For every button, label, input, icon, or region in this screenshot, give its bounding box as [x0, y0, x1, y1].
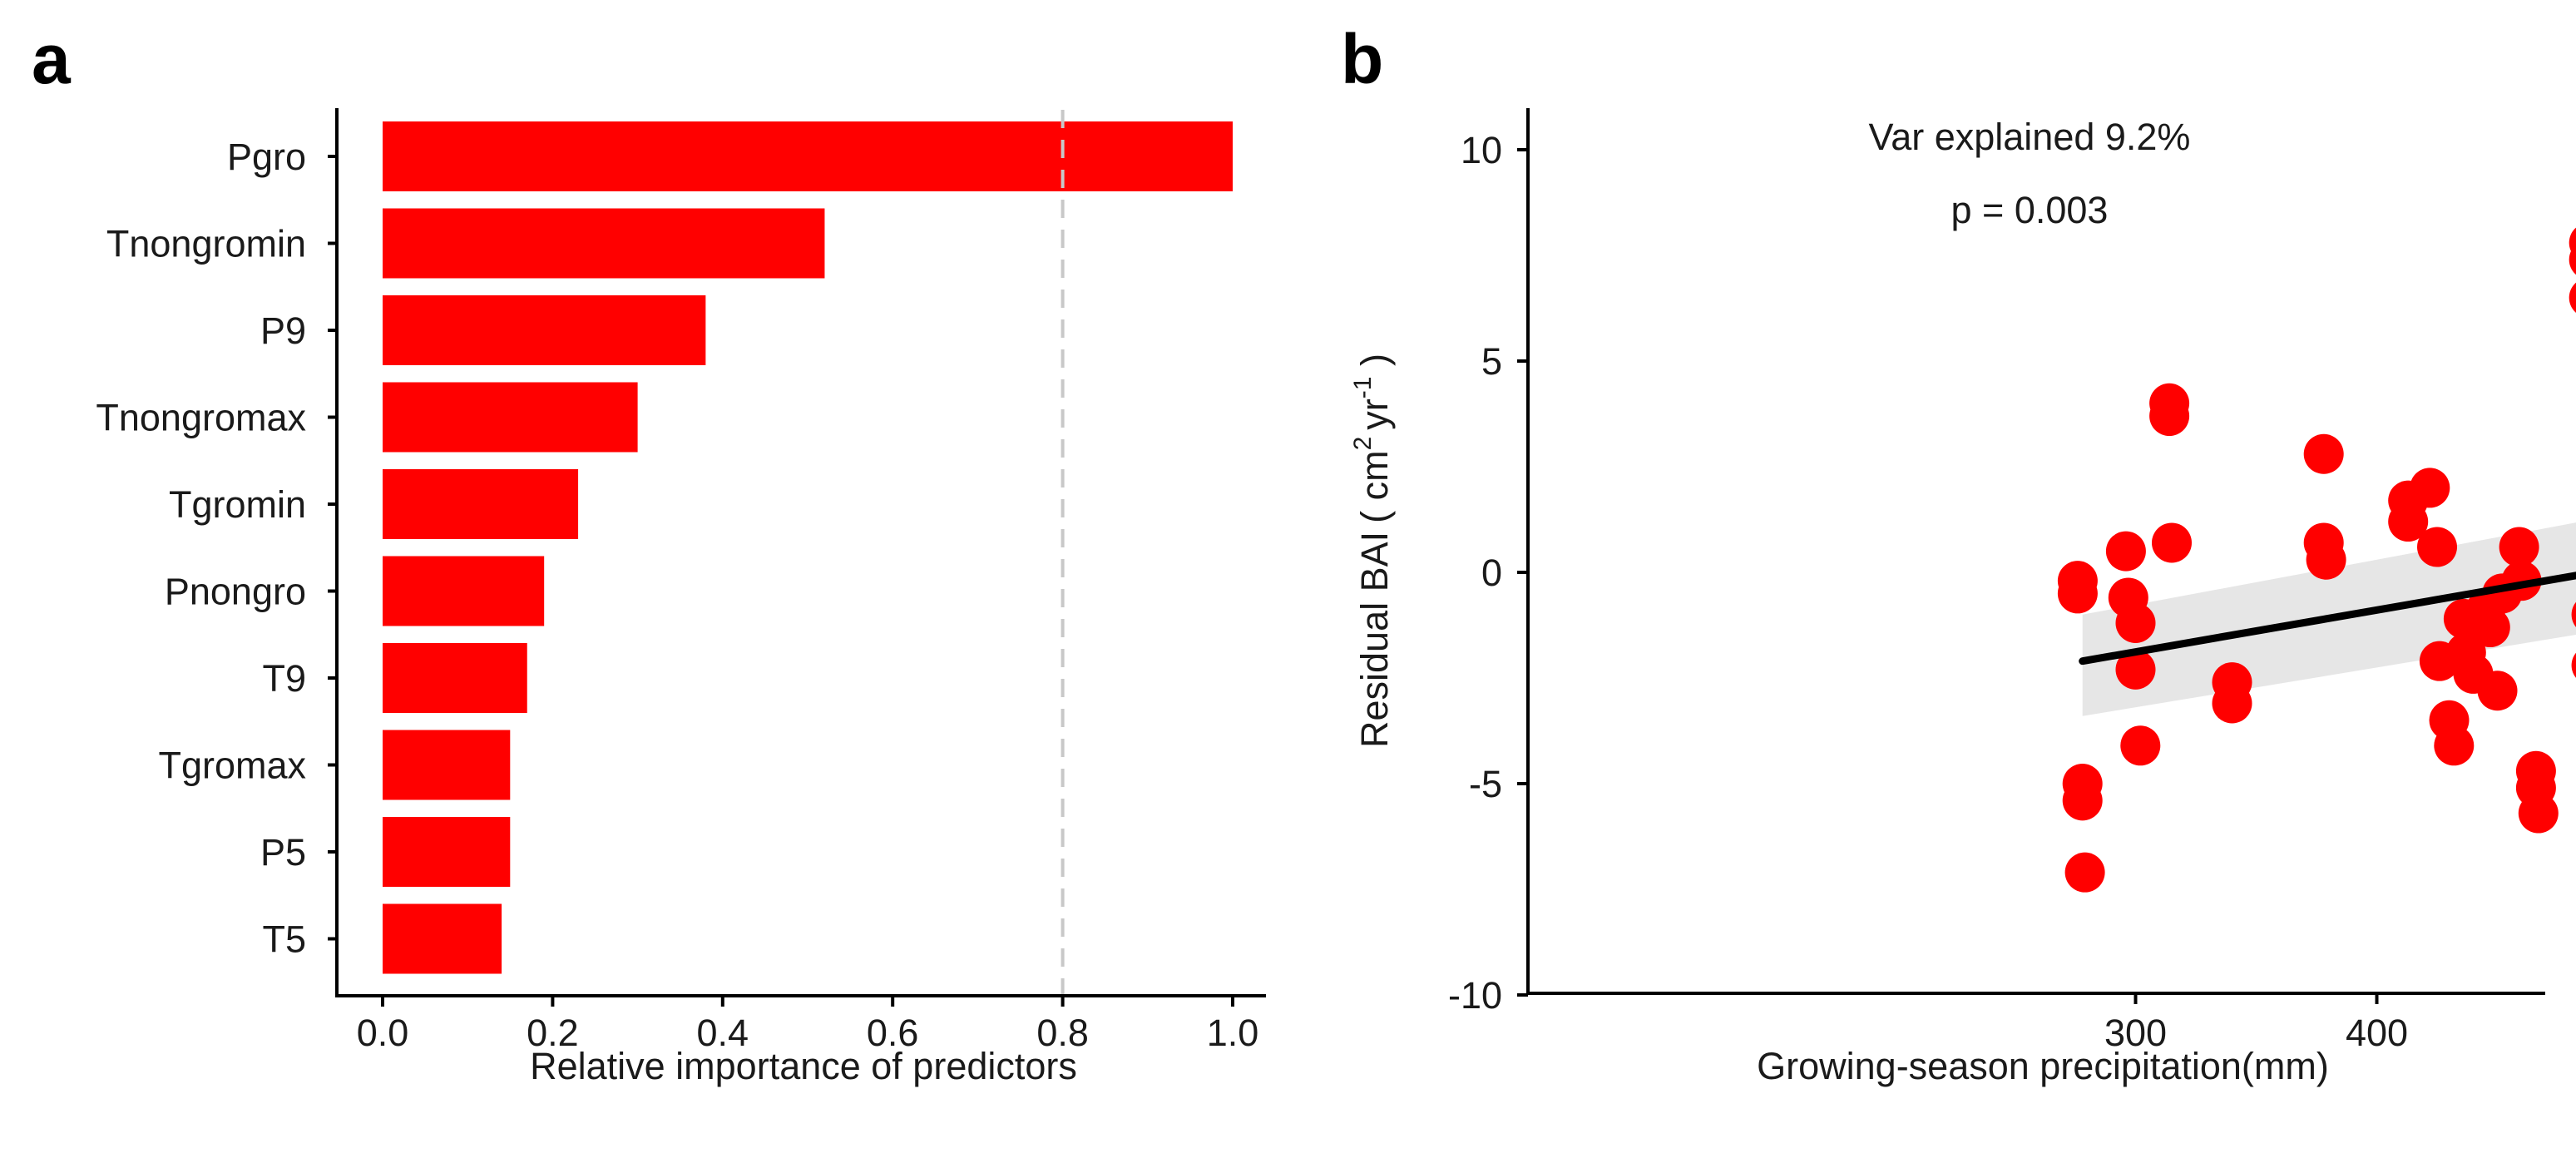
- x-tick-label: 0.6: [867, 1012, 919, 1054]
- scatter-point: [2477, 671, 2518, 711]
- y-tick-label: 5: [1481, 340, 1502, 383]
- scatter-point: [2571, 652, 2576, 678]
- panel-a-x-axis-label: Relative importance of predictors: [530, 1045, 1077, 1087]
- scatter-point: [2105, 531, 2146, 572]
- scatter-point: [2057, 573, 2098, 614]
- scatter-point: [2569, 244, 2576, 275]
- x-tick-label: 400: [2346, 1012, 2408, 1054]
- scatter-point: [2303, 433, 2344, 474]
- y-tick-label: T9: [262, 657, 306, 700]
- y-label-unit-base: cm: [1353, 450, 1396, 500]
- scatter-point: [2120, 725, 2161, 766]
- bar-P9: [383, 295, 706, 365]
- bar-Tnongromin: [383, 208, 825, 279]
- annotation-p-value: p = 0.003: [1951, 189, 2109, 231]
- panel-a-bar-chart: Pgro Tnongromin P9 Tnongromax Tgromin Pnongro…: [96, 108, 1266, 1087]
- y-label-unit-base-exp: 2: [1349, 437, 1377, 451]
- y-tick-label: Pgro: [227, 136, 306, 178]
- scatter-point: [2499, 527, 2539, 567]
- y-tick-label: 10: [1461, 129, 1502, 171]
- scatter-point: [2064, 852, 2105, 893]
- bar-T5: [383, 903, 502, 974]
- scatter-point: [2388, 502, 2429, 542]
- bar-T9: [383, 643, 527, 713]
- y-tick-label: Pnongro: [165, 571, 306, 613]
- y-tick-label: T5: [262, 918, 306, 961]
- bar-P5: [383, 817, 511, 887]
- bar-Pnongro: [383, 556, 545, 626]
- y-tick-label: Tnongromin: [106, 223, 306, 265]
- scatter-point: [2152, 522, 2192, 563]
- bar-Tgromax: [383, 730, 511, 800]
- panel-b-x-axis-label: Growing-season precipitation(mm): [1757, 1045, 2329, 1087]
- panel-b-y-axis-label: Residual BAI ( cm2 yr-1 ): [1349, 354, 1396, 748]
- panel-b-label: b: [1341, 20, 1383, 98]
- scatter-point: [2410, 468, 2450, 508]
- y-label-open: (: [1353, 500, 1396, 523]
- y-label-main: Residual BAI: [1353, 532, 1396, 748]
- scatter-point: [2434, 725, 2475, 766]
- scatter-point: [2115, 602, 2156, 643]
- y-tick-label: P9: [260, 309, 306, 352]
- scatter-point: [2115, 649, 2156, 690]
- y-tick-label: -10: [1448, 974, 1502, 1017]
- scatter-point: [2306, 539, 2346, 580]
- y-tick-label: Tgromin: [169, 483, 306, 526]
- x-tick-label: 300: [2104, 1012, 2167, 1054]
- annotation-var-explained: Var explained 9.2%: [1869, 116, 2191, 158]
- bar-Tgromin: [383, 469, 579, 539]
- y-tick-label: Tgromax: [158, 745, 306, 787]
- y-label-unit-rate: yr: [1353, 398, 1396, 430]
- x-tick-label: 0.0: [357, 1012, 409, 1054]
- y-tick-label: P5: [260, 831, 306, 873]
- x-tick-label: 0.8: [1036, 1012, 1089, 1054]
- scatter-point: [2470, 607, 2510, 648]
- y-label-unit-rate-exp: -1: [1349, 376, 1377, 398]
- scatter-point: [2571, 601, 2576, 627]
- panel-a-label: a: [32, 20, 72, 98]
- bar-Tnongromax: [383, 382, 638, 453]
- scatter-point: [2062, 780, 2103, 821]
- x-tick-label: 0.2: [527, 1012, 579, 1054]
- y-tick-label: -5: [1469, 763, 1502, 805]
- bar-Pgro: [383, 121, 1233, 191]
- scatter-point: [2518, 793, 2559, 834]
- y-tick-label: 0: [1481, 552, 1502, 594]
- scatter-point: [2149, 396, 2190, 437]
- scatter-point: [2569, 282, 2576, 313]
- scatter-point: [2501, 561, 2542, 601]
- regression-line: [2079, 572, 2576, 666]
- x-tick-label: 1.0: [1207, 1012, 1259, 1054]
- scatter-point: [2212, 683, 2252, 724]
- y-tick-label: Tnongromax: [96, 397, 306, 439]
- scatter-point: [2417, 527, 2457, 567]
- x-tick-label: 0.4: [697, 1012, 749, 1054]
- y-label-close: ): [1353, 354, 1396, 377]
